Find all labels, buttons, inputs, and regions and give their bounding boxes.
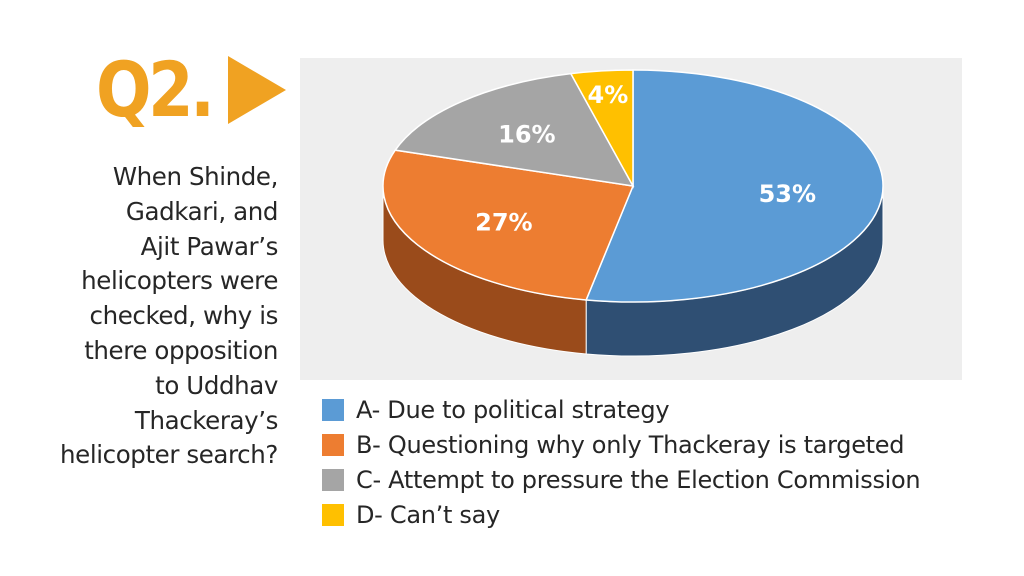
- legend-swatch: [322, 503, 344, 526]
- pie-data-label: 4%: [588, 81, 629, 109]
- legend-label: C- Attempt to pressure the Election Comm…: [356, 465, 921, 494]
- question-text: When Shinde, Gadkari, and Ajit Pawar’s h…: [18, 160, 278, 473]
- question-line: helicopters were: [81, 266, 278, 296]
- legend-item: D- Can’t say: [322, 497, 920, 532]
- question-line: Gadkari, and: [125, 196, 278, 226]
- question-badge: Q2.: [96, 45, 287, 134]
- legend-label: B- Questioning why only Thackeray is tar…: [356, 430, 905, 459]
- question-line: helicopter search?: [60, 440, 278, 470]
- pie-data-label: 27%: [475, 208, 532, 236]
- play-arrow-icon: [228, 56, 287, 124]
- question-line: checked, why is: [89, 301, 279, 331]
- question-number: Q2.: [96, 45, 215, 134]
- legend-swatch: [322, 468, 344, 491]
- legend-item: A- Due to political strategy: [322, 392, 920, 427]
- pie-slice: [585, 69, 884, 303]
- question-line: Ajit Pawar’s: [140, 231, 279, 261]
- legend-label: D- Can’t say: [356, 500, 500, 529]
- pie-slice: [382, 149, 635, 301]
- pie-slice: [569, 69, 634, 189]
- legend-item: B- Questioning why only Thackeray is tar…: [322, 427, 920, 462]
- question-line: Thackeray’s: [134, 405, 279, 435]
- question-line: there opposition: [84, 335, 278, 365]
- chart-legend: A- Due to political strategy B- Question…: [322, 392, 921, 532]
- legend-label: A- Due to political strategy: [356, 395, 670, 424]
- question-line: When Shinde,: [112, 162, 279, 191]
- legend-item: C- Attempt to pressure the Election Comm…: [322, 462, 921, 497]
- pie-slice: [393, 72, 635, 187]
- legend-swatch: [322, 398, 344, 421]
- question-line: to Uddhav: [155, 370, 278, 400]
- pie-data-label: 53%: [759, 180, 816, 208]
- pie-data-label: 16%: [498, 121, 555, 149]
- legend-swatch: [322, 433, 344, 456]
